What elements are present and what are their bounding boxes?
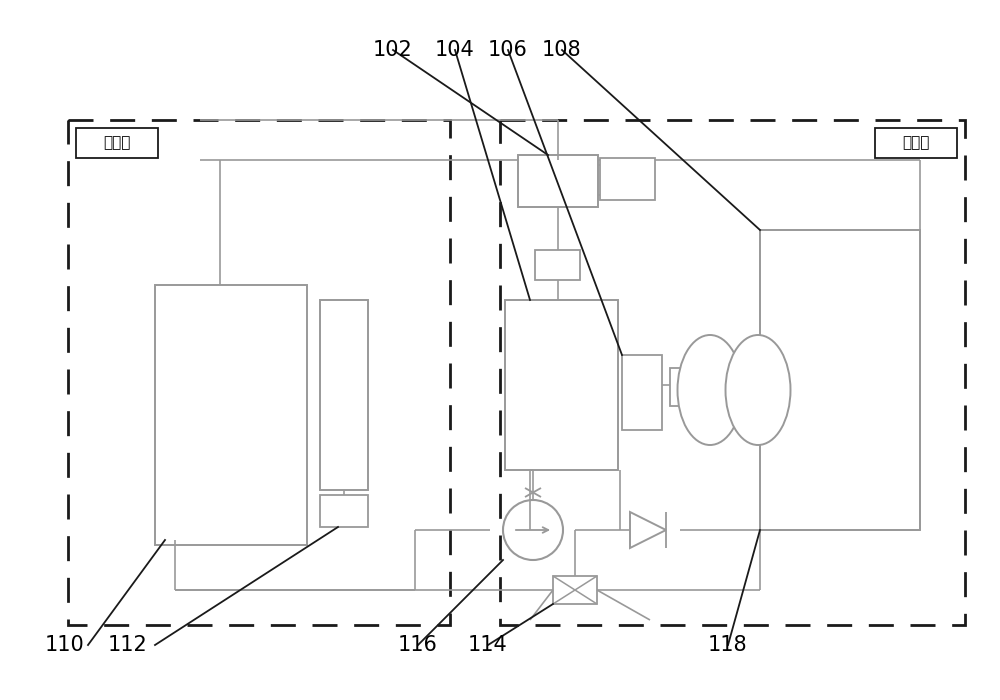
Bar bbox=[875, 128, 957, 158]
Bar bbox=[155, 285, 307, 545]
Bar bbox=[68, 120, 450, 625]
Bar bbox=[553, 576, 597, 604]
Bar bbox=[320, 495, 368, 527]
Text: 112: 112 bbox=[108, 636, 148, 655]
Text: 118: 118 bbox=[708, 636, 748, 655]
Bar bbox=[76, 128, 158, 158]
Bar bbox=[518, 155, 598, 207]
Text: 106: 106 bbox=[488, 41, 528, 60]
Bar bbox=[760, 230, 920, 530]
Bar bbox=[535, 250, 580, 280]
Ellipse shape bbox=[678, 335, 742, 445]
Bar bbox=[320, 300, 368, 490]
Text: 116: 116 bbox=[398, 636, 438, 655]
Ellipse shape bbox=[726, 335, 790, 445]
Text: 114: 114 bbox=[468, 636, 508, 655]
Bar bbox=[505, 300, 618, 470]
Bar bbox=[622, 355, 662, 430]
Text: 室外侧: 室外侧 bbox=[902, 136, 930, 150]
Polygon shape bbox=[630, 512, 666, 548]
Text: 102: 102 bbox=[373, 41, 413, 60]
Bar bbox=[600, 158, 655, 200]
Text: 室内侧: 室内侧 bbox=[103, 136, 131, 150]
Text: 108: 108 bbox=[542, 41, 582, 60]
Text: 104: 104 bbox=[435, 41, 475, 60]
Text: 110: 110 bbox=[45, 636, 85, 655]
Bar bbox=[670, 368, 708, 406]
Bar bbox=[500, 120, 965, 625]
